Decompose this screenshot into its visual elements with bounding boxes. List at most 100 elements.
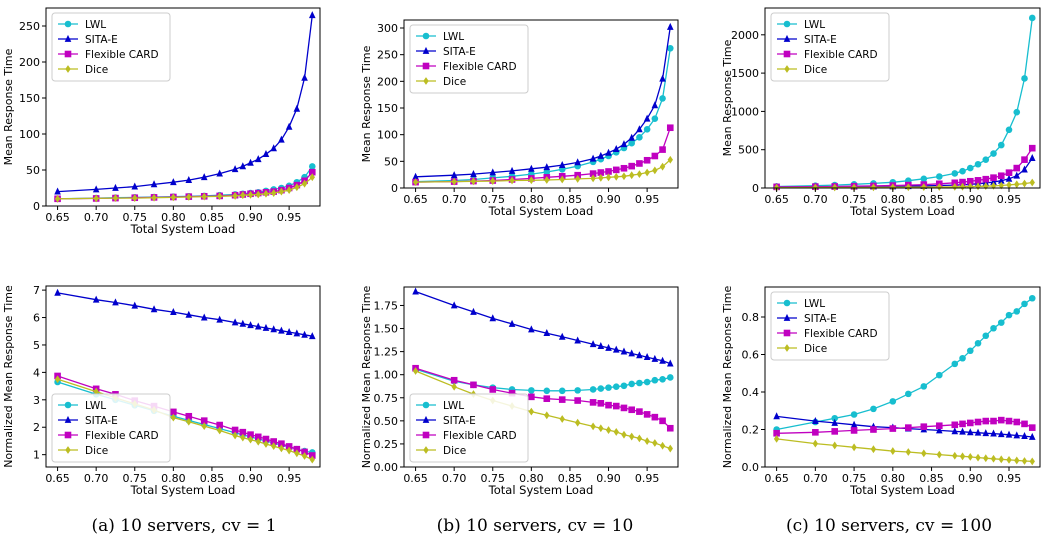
data-point-flexible-card	[628, 406, 635, 414]
data-point-sita-e	[254, 322, 262, 330]
x-tick-label: 0.85	[200, 211, 225, 224]
x-tick-label: 0.85	[558, 472, 583, 485]
data-point-lwl	[966, 347, 974, 355]
data-point-flexible-card	[831, 428, 839, 435]
axes-frame	[764, 286, 1041, 468]
data-point-sita-e	[651, 101, 659, 109]
data-point-flexible-card	[308, 168, 316, 176]
data-point-dice	[959, 452, 966, 461]
legend-entry-label: Flexible CARD	[804, 49, 878, 61]
data-point-sita-e	[450, 171, 458, 179]
data-point-lwl	[605, 384, 612, 391]
data-point-dice	[613, 428, 619, 436]
data-point-flexible-card	[951, 421, 959, 429]
data-point-sita-e	[605, 148, 612, 156]
data-point-sita-e	[293, 329, 301, 337]
data-point-dice	[309, 173, 315, 182]
y-tick-label: 0.8	[742, 311, 760, 324]
data-point-flexible-card	[966, 419, 974, 427]
data-point-sita-e	[605, 343, 612, 351]
data-point-dice	[590, 174, 596, 183]
data-point-flexible-card	[959, 420, 966, 428]
data-point-lwl	[997, 319, 1005, 326]
data-point-lwl	[651, 115, 659, 122]
data-point-dice	[590, 422, 596, 431]
data-point-lwl	[1005, 126, 1013, 134]
x-tick-label: 0.80	[881, 193, 906, 206]
data-point-flexible-card	[1013, 418, 1021, 426]
legend-marker	[784, 344, 790, 352]
legend-entry-label: LWL	[804, 19, 825, 31]
data-point-flexible-card	[612, 402, 620, 410]
data-point-flexible-card	[254, 433, 262, 441]
y-tick-label: 1	[33, 449, 40, 462]
data-point-sita-e	[92, 295, 100, 303]
legend-entry-label: Dice	[443, 445, 466, 457]
legend-marker	[422, 401, 430, 409]
data-point-flexible-card	[262, 435, 270, 443]
data-point-sita-e	[247, 321, 254, 329]
data-point-lwl	[1028, 14, 1036, 22]
y-tick-label: 6	[33, 312, 40, 325]
caption-b: (b) 10 servers, cv = 10	[436, 516, 634, 536]
data-point-sita-e	[773, 412, 780, 420]
data-point-sita-e	[528, 325, 535, 333]
data-point-sita-e	[1005, 174, 1013, 182]
data-point-lwl	[666, 44, 674, 52]
y-tick-label: 0.00	[374, 461, 399, 474]
y-tick-label: 0.4	[742, 386, 760, 399]
legend-marker	[422, 62, 430, 70]
data-point-dice	[1029, 457, 1035, 466]
data-point-dice	[967, 452, 973, 461]
data-point-flexible-card	[1021, 420, 1028, 428]
data-point-sita-e	[112, 298, 119, 306]
data-point-flexible-card	[666, 424, 674, 432]
legend-entry-label: SITA-E	[85, 415, 118, 427]
legend-entry-label: SITA-E	[85, 34, 118, 46]
data-point-dice	[232, 192, 238, 200]
y-axis-label: Mean Response Time	[721, 39, 734, 156]
legend-entry-label: Dice	[85, 64, 108, 76]
data-point-sita-e	[1013, 171, 1021, 179]
data-point-dice	[255, 190, 261, 199]
data-point-lwl	[636, 134, 643, 141]
data-point-dice	[151, 193, 157, 202]
data-point-sita-e	[262, 150, 270, 158]
data-point-sita-e	[574, 158, 581, 166]
data-point-sita-e	[612, 144, 620, 152]
data-point-dice	[667, 155, 673, 164]
data-point-sita-e	[293, 104, 301, 112]
data-point-flexible-card	[301, 448, 308, 456]
legend-entry-label: Flexible CARD	[85, 49, 159, 61]
data-point-dice	[112, 194, 119, 202]
data-point-flexible-card	[628, 162, 635, 170]
data-point-lwl	[966, 164, 974, 172]
data-point-flexible-card	[812, 429, 819, 436]
data-point-flexible-card	[659, 146, 666, 153]
legend-marker	[422, 32, 430, 40]
chart-b-top: 0.65 0.70 0.75 0.80 0.85 0.90 0.95 0 50 100 150 200…	[360, 19, 679, 218]
x-tick-label: 0.85	[558, 193, 583, 206]
x-tick-label: 0.75	[123, 211, 148, 224]
data-point-dice	[975, 453, 981, 462]
x-tick-label: 0.70	[803, 193, 828, 206]
x-tick-label: 0.95	[997, 472, 1022, 485]
data-point-dice	[247, 190, 254, 199]
data-point-lwl	[870, 405, 877, 413]
data-point-lwl	[628, 380, 635, 388]
data-point-dice	[621, 172, 627, 181]
data-point-sita-e	[812, 416, 819, 424]
data-point-dice	[936, 183, 942, 191]
x-tick-label: 0.65	[764, 472, 789, 485]
data-point-lwl	[612, 383, 620, 390]
data-point-lwl	[636, 379, 643, 387]
data-point-lwl	[643, 378, 651, 386]
data-point-dice	[544, 176, 550, 184]
data-point-flexible-card	[1005, 169, 1013, 176]
legend-marker	[784, 65, 790, 73]
data-point-sita-e	[247, 158, 254, 166]
data-point-flexible-card	[543, 395, 551, 402]
data-point-dice	[54, 194, 61, 203]
data-point-dice	[621, 430, 627, 439]
data-point-dice	[528, 407, 535, 416]
